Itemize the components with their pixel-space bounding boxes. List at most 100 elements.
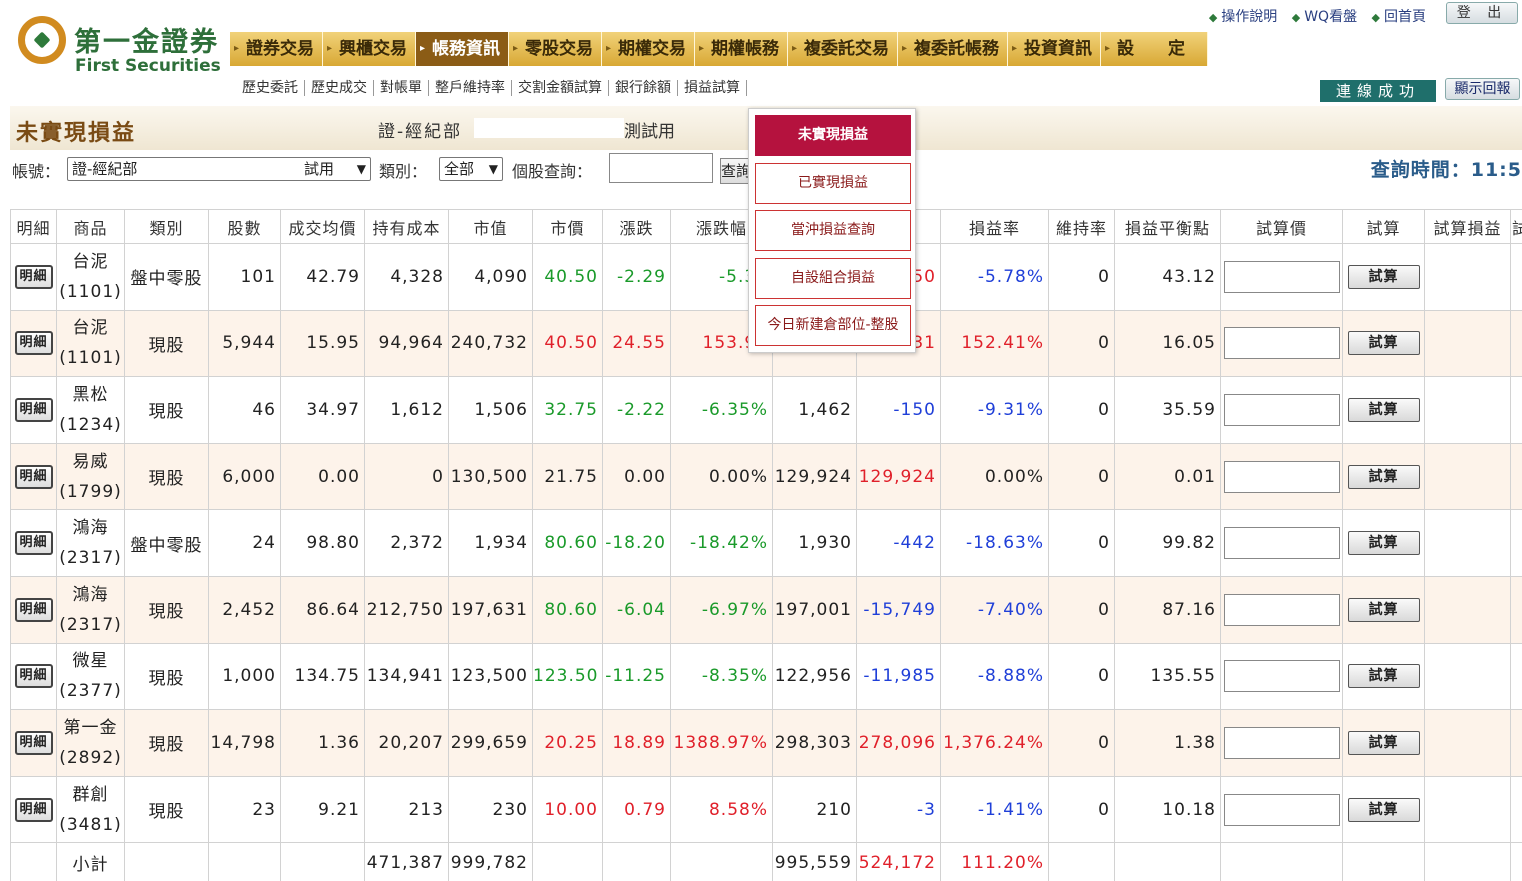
logout-button[interactable]: 登 出 [1446, 2, 1518, 24]
cost-cell: 212,750 [364, 575, 449, 644]
trial-button[interactable]: 試算 [1347, 730, 1420, 755]
trial-button[interactable]: 試算 [1347, 331, 1420, 356]
nav-sub-brokerage-account[interactable]: 複委託帳務 [898, 32, 1008, 66]
detail-button[interactable]: 明細 [14, 597, 53, 622]
chevron-down-icon: ▼ [488, 162, 498, 176]
main-nav: 證券交易 興櫃交易 帳務資訊 零股交易 期權交易 期權帳務 複委託交易 複委託帳… [230, 32, 1208, 66]
col-price: 市價 [532, 209, 603, 244]
subnav-trade-history[interactable]: 歷史成交 [305, 80, 374, 96]
type-select[interactable]: 全部 ▼ [439, 157, 503, 181]
shares-cell: 101 [208, 243, 281, 311]
trial-button[interactable]: 試算 [1347, 664, 1420, 689]
subnav-maintenance-rate[interactable]: 整戶維持率 [429, 80, 512, 96]
subnav-order-history[interactable]: 歷史委託 [236, 80, 305, 96]
type-cell: 盤中零股 [124, 509, 209, 577]
detail-button[interactable]: 明細 [14, 464, 53, 489]
change-cell: -2.22 [602, 376, 671, 444]
nav-account-info[interactable]: 帳務資訊 [416, 32, 509, 66]
trial-extra-cell [1510, 642, 1522, 711]
table-row: 明細 第一金 (2892) 現股 14,798 1.36 20,207 299,659 20.2… [10, 709, 1522, 777]
breakeven-cell: 16.05 [1114, 309, 1221, 378]
query-button[interactable]: 查詢 [720, 158, 752, 184]
product-code: (2317) [59, 548, 122, 569]
detail-button[interactable]: 明細 [14, 664, 53, 689]
brand-logo[interactable]: 第一金證券 First Securities [18, 14, 221, 84]
trial-price-input[interactable] [1223, 260, 1340, 293]
chevron-down-icon: ▼ [356, 162, 366, 176]
trial-pnl-cell [1424, 709, 1511, 777]
trial-cell: 試算 [1342, 642, 1425, 711]
type-cell: 盤中零股 [124, 243, 209, 311]
stock-query-input[interactable] [609, 153, 713, 183]
subtotal-empty [1342, 842, 1425, 881]
detail-button[interactable]: 明細 [14, 264, 53, 289]
trial-button[interactable]: 試算 [1347, 397, 1420, 422]
trial-button[interactable]: 試算 [1347, 531, 1420, 556]
product-name: 群創 [72, 784, 109, 805]
trial-price-input[interactable] [1223, 793, 1340, 826]
subtotal-empty [208, 842, 281, 881]
detail-button[interactable]: 明細 [14, 331, 53, 356]
avg-price-cell: 42.79 [280, 243, 365, 311]
nav-futures-trading[interactable]: 期權交易 [602, 32, 695, 66]
product-name: 易威 [72, 451, 109, 472]
product-name: 台泥 [72, 318, 109, 339]
type-cell: 現股 [124, 709, 209, 777]
trial-pnl-cell [1424, 442, 1511, 511]
trial-price-input[interactable] [1223, 593, 1340, 626]
cost-cell: 0 [364, 442, 449, 511]
query-time: 查詢時間：11:5 [1370, 159, 1522, 181]
avg-price-cell: 86.64 [280, 575, 365, 644]
trial-price-input[interactable] [1223, 393, 1340, 426]
table-row: 明細 台泥 (1101) 現股 5,944 15.95 94,964 240,732 40.50… [10, 309, 1522, 378]
show-report-button[interactable]: 顯示回報 [1445, 78, 1520, 100]
detail-button[interactable]: 明細 [14, 730, 53, 755]
home-link[interactable]: ◆ 回首頁 [1371, 9, 1426, 25]
price-cell: 10.00 [532, 775, 603, 844]
nav-futures-account[interactable]: 期權帳務 [695, 32, 788, 66]
trial-button[interactable]: 試算 [1347, 797, 1420, 822]
col-breakeven: 損益平衡點 [1114, 209, 1221, 244]
nav-sub-brokerage-trading[interactable]: 複委託交易 [788, 32, 898, 66]
menu-day-trade-pnl[interactable]: 當沖損益查詢 [755, 210, 911, 251]
type-cell: 現股 [124, 442, 209, 511]
maintenance-cell: 0 [1048, 442, 1115, 511]
subnav-settlement-calc[interactable]: 交割金額試算 [512, 80, 609, 96]
account-select[interactable]: 證-經紀部 試用 ▼ [67, 157, 371, 181]
pnl-cell: 278,096 [856, 709, 941, 777]
detail-button[interactable]: 明細 [14, 397, 53, 422]
detail-button[interactable]: 明細 [14, 531, 53, 556]
product-code: (2377) [59, 681, 122, 702]
detail-button[interactable]: 明細 [14, 797, 53, 822]
breakeven-cell: 99.82 [1114, 509, 1221, 577]
trial-button[interactable]: 試算 [1347, 264, 1420, 289]
trial-button[interactable]: 試算 [1347, 464, 1420, 489]
breakeven-cell: 43.12 [1114, 243, 1221, 311]
nav-odd-lot-trading[interactable]: 零股交易 [509, 32, 602, 66]
diamond-icon: ◆ [1291, 11, 1301, 24]
detail-cell: 明細 [10, 243, 57, 311]
subnav-bank-balance[interactable]: 銀行餘額 [609, 80, 678, 96]
trial-price-input[interactable] [1223, 327, 1340, 360]
menu-new-positions-today[interactable]: 今日新建倉部位-整股 [755, 305, 911, 346]
menu-realized-pnl[interactable]: 已實現損益 [755, 163, 911, 204]
price-cell: 20.25 [532, 709, 603, 777]
table-row: 明細 鴻海 (2317) 現股 2,452 86.64 212,750 197,631 80.6… [10, 575, 1522, 644]
cost-cell: 20,207 [364, 709, 449, 777]
nav-securities-trading[interactable]: 證券交易 [230, 32, 323, 66]
nav-investment-info[interactable]: 投資資訊 [1008, 32, 1101, 66]
wq-link[interactable]: ◆ WQ看盤 [1291, 9, 1358, 25]
detail-cell: 明細 [10, 442, 57, 511]
nav-settings[interactable]: 設 定 [1101, 32, 1208, 66]
menu-unrealized-pnl[interactable]: 未實現損益 [755, 115, 911, 156]
trial-price-input[interactable] [1223, 527, 1340, 560]
help-link[interactable]: ◆ 操作說明 [1208, 9, 1278, 25]
menu-custom-portfolio-pnl[interactable]: 自設組合損益 [755, 258, 911, 299]
trial-price-input[interactable] [1223, 460, 1340, 493]
trial-button[interactable]: 試算 [1347, 597, 1420, 622]
trial-price-input[interactable] [1223, 726, 1340, 759]
subnav-statement[interactable]: 對帳單 [374, 80, 429, 96]
subnav-pnl-calc[interactable]: 損益試算 [678, 80, 747, 96]
trial-price-input[interactable] [1223, 660, 1340, 693]
nav-emerging-trading[interactable]: 興櫃交易 [323, 32, 416, 66]
